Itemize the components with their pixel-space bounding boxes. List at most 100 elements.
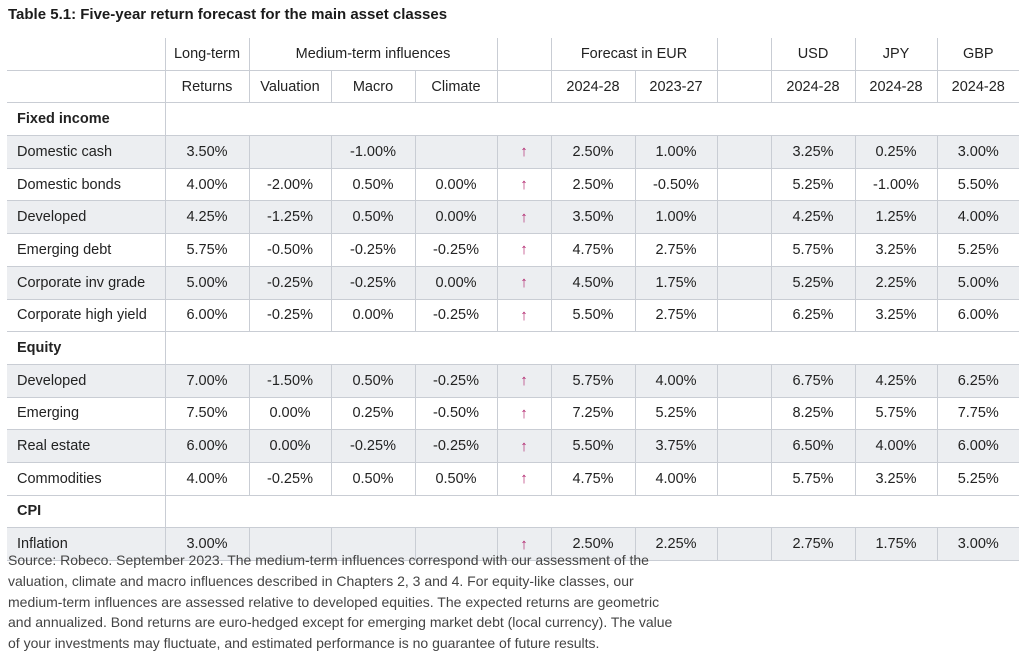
up-arrow-icon: ↑	[496, 527, 552, 561]
spacer-cell	[716, 462, 772, 496]
value-cell: 7.75%	[936, 397, 1020, 430]
value-cell: 1.00%	[634, 135, 718, 169]
up-arrow-icon: ↑	[520, 176, 528, 194]
value-cell: -1.50%	[248, 364, 331, 398]
value-cell: 7.50%	[164, 397, 249, 430]
header-cell: 2024-28	[854, 70, 938, 103]
row-label: Inflation	[7, 527, 165, 561]
value-cell: 2.75%	[634, 233, 718, 267]
value-cell: 5.25%	[634, 397, 718, 430]
header-cell: Returns	[164, 70, 249, 103]
up-arrow-icon: ↑	[496, 266, 552, 299]
value-cell: 0.50%	[330, 200, 415, 234]
section-filler	[164, 495, 1020, 528]
header-cell: Valuation	[248, 70, 331, 103]
header-cell: 2024-28	[770, 70, 856, 103]
table-row: Domestic cash 3.50% -1.00% ↑ 2.50% 1.00% 3.25%…	[7, 135, 1020, 169]
value-cell: 2.25%	[634, 527, 718, 561]
value-cell: 3.25%	[854, 299, 938, 332]
value-cell: 2.50%	[550, 135, 636, 169]
up-arrow-icon: ↑	[496, 135, 552, 169]
section-row: Equity	[7, 331, 1020, 365]
table-row: Commodities 4.00% -0.25% 0.50% 0.50% ↑ 4.75% 4.…	[7, 462, 1020, 496]
table-row: Developed 4.25% -1.25% 0.50% 0.00% ↑ 3.50% 1.00…	[7, 200, 1020, 234]
value-cell: 0.00%	[330, 299, 415, 332]
row-label: Emerging	[17, 405, 80, 422]
value-cell: 1.75%	[854, 527, 938, 561]
spacer-cell	[716, 364, 772, 398]
up-arrow-icon: ↑	[496, 462, 552, 496]
header-cell: Climate	[414, 70, 498, 103]
up-arrow-icon: ↑	[520, 241, 528, 259]
value-cell: -0.25%	[330, 266, 415, 299]
header-row-1: Long-term Medium-term influences Forecas…	[7, 38, 1020, 71]
value-cell: 0.00%	[414, 200, 498, 234]
value-cell: 5.50%	[550, 429, 636, 463]
up-arrow-icon: ↑	[496, 233, 552, 267]
up-arrow-icon: ↑	[520, 143, 528, 161]
value-cell: 0.25%	[854, 135, 938, 169]
value-cell: 5.75%	[164, 233, 249, 267]
row-label: Commodities	[17, 470, 102, 487]
value-cell: -0.25%	[248, 299, 331, 332]
value-cell: 5.75%	[770, 462, 856, 496]
header-cell	[496, 38, 552, 71]
value-cell: 0.50%	[414, 462, 498, 496]
value-cell: 5.25%	[770, 168, 856, 201]
up-arrow-icon: ↑	[520, 372, 528, 390]
value-cell: 3.75%	[634, 429, 718, 463]
up-arrow-icon: ↑	[496, 397, 552, 430]
value-cell: 2.50%	[550, 168, 636, 201]
header-cell: GBP	[936, 38, 1020, 71]
value-cell: 0.25%	[330, 397, 415, 430]
up-arrow-icon: ↑	[496, 299, 552, 332]
value-cell: 6.00%	[936, 429, 1020, 463]
value-cell: 3.50%	[550, 200, 636, 234]
header-cell: Macro	[330, 70, 415, 103]
source-line: and annualized. Bond returns are euro-he…	[8, 614, 673, 631]
value-cell: -0.25%	[414, 233, 498, 267]
source-line: valuation, climate and macro influences …	[8, 572, 634, 589]
up-arrow-icon: ↑	[520, 274, 528, 292]
source-line: Source: Robeco. September 2023. The medi…	[8, 552, 649, 568]
value-cell: 5.25%	[770, 266, 856, 299]
spacer-cell	[716, 266, 772, 299]
header-cell: Long-term	[164, 38, 249, 71]
value-cell: -1.00%	[330, 135, 415, 169]
value-cell: -0.50%	[634, 168, 718, 201]
spacer-cell	[716, 429, 772, 463]
spacer-cell	[716, 200, 772, 234]
value-cell: 4.00%	[854, 429, 938, 463]
header-cell	[716, 70, 772, 103]
section-heading: Equity	[7, 331, 165, 365]
value-cell: 4.00%	[936, 200, 1020, 234]
section-heading: Fixed income	[7, 102, 165, 136]
value-cell: 3.00%	[936, 527, 1020, 561]
value-cell: 4.00%	[164, 168, 249, 201]
value-cell: -2.00%	[248, 168, 331, 201]
value-cell: 3.25%	[770, 135, 856, 169]
spacer-cell	[716, 397, 772, 430]
forecast-table: Long-term Medium-term influences Forecas…	[7, 38, 1020, 561]
header-cell	[7, 70, 165, 103]
section-row: CPI	[7, 495, 1020, 528]
up-arrow-icon: ↑	[520, 437, 528, 455]
value-cell: 2.25%	[854, 266, 938, 299]
value-cell	[248, 527, 331, 561]
value-cell: 4.75%	[550, 462, 636, 496]
value-cell: 0.50%	[330, 462, 415, 496]
row-label: Corporate inv grade	[7, 266, 165, 299]
section-filler	[164, 102, 1020, 136]
value-cell: 6.50%	[770, 429, 856, 463]
value-cell: 4.00%	[634, 364, 718, 398]
table-row: Corporate inv grade 5.00% -0.25% -0.25% 0.00…	[7, 266, 1020, 299]
value-cell: 0.50%	[330, 168, 415, 201]
section-heading: CPI	[7, 495, 165, 528]
value-cell	[414, 527, 498, 561]
source-line: of your investments may fluctuate, and e…	[8, 635, 600, 652]
value-cell: 3.00%	[936, 135, 1020, 169]
header-cell: 2024-28	[550, 70, 636, 103]
value-cell	[248, 135, 331, 169]
value-cell: 4.25%	[770, 200, 856, 234]
up-arrow-icon: ↑	[520, 306, 528, 324]
